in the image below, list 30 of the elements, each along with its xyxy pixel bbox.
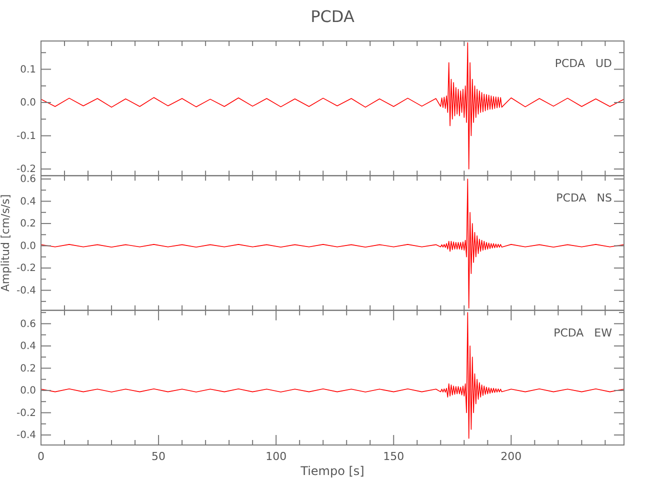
line-series	[41, 178, 624, 309]
y-tick-label: -0.4	[16, 286, 36, 296]
x-tick-label: 100	[266, 450, 287, 464]
x-tick-label: 50	[152, 450, 166, 464]
line-series	[41, 42, 624, 170]
y-tick-label: 0.6	[20, 318, 36, 330]
y-tick-label: -0.2	[16, 263, 36, 274]
x-axis-title: Tiempo [s]	[300, 464, 364, 478]
y-tick-label: 0.0	[20, 98, 36, 109]
y-axis-title: Amplitud [cm/s/s]	[0, 194, 12, 292]
y-tick-label: -0.1	[16, 130, 36, 142]
y-tick-label: -0.2	[16, 164, 36, 176]
y-tick-label: 0.4	[20, 196, 36, 208]
line-series	[41, 312, 624, 439]
y-tick-label: 0.0	[20, 386, 36, 397]
y-tick-label: 0.1	[20, 64, 36, 76]
y-tick-label: -0.2	[16, 408, 36, 419]
y-tick-label: 0.2	[20, 218, 36, 230]
y-tick-label: 0.6	[20, 174, 36, 186]
x-tick-label: 200	[500, 450, 522, 464]
y-tick-label: -0.4	[16, 430, 36, 442]
chart-title: PCDA	[310, 7, 354, 26]
x-tick-label: 150	[383, 450, 404, 464]
annotation: PCDA NS	[556, 192, 612, 205]
x-tick-label: 0	[38, 450, 44, 464]
annotation: PCDA UD	[554, 57, 612, 70]
y-tick-label: 0.4	[20, 341, 36, 352]
y-tick-label: 0.0	[20, 240, 36, 252]
annotation: PCDA EW	[554, 326, 612, 340]
y-tick-label: 0.2	[20, 363, 36, 374]
